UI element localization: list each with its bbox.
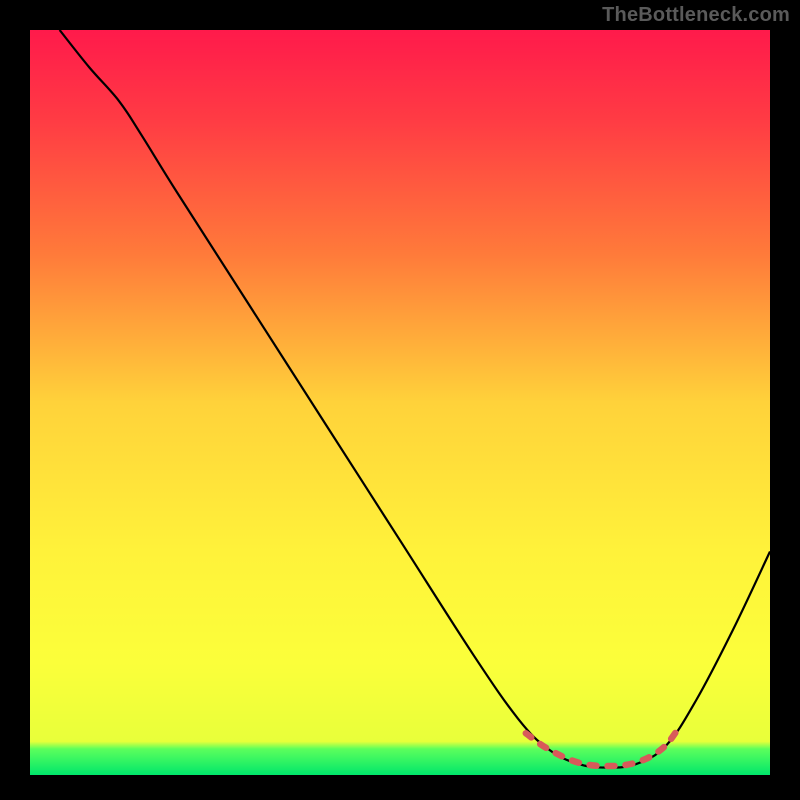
plot-svg: [30, 30, 770, 775]
watermark-text: TheBottleneck.com: [602, 4, 790, 27]
chart-root: TheBottleneck.com: [0, 0, 800, 800]
plot-background: [30, 30, 770, 775]
plot-frame: [30, 30, 770, 775]
